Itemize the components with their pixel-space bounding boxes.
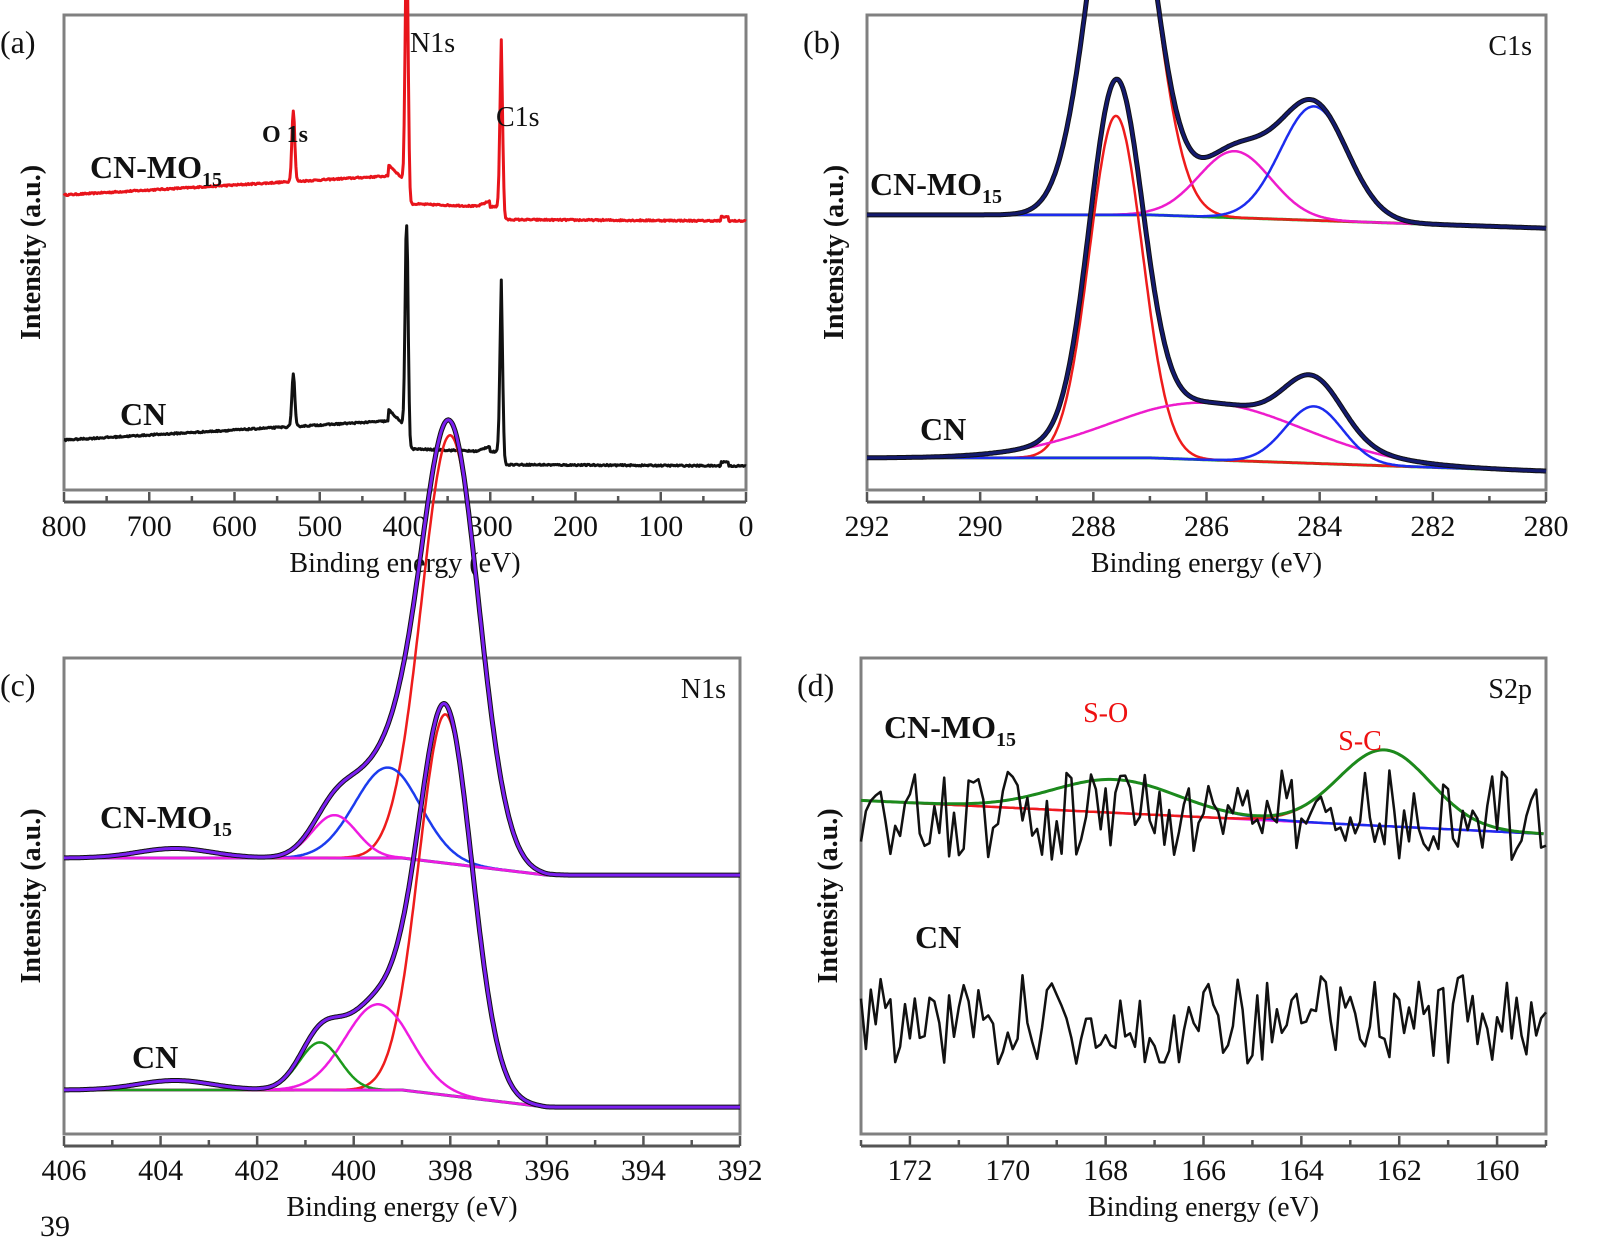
x-tick-label: 300	[468, 510, 513, 543]
x-tick-label: 290	[958, 510, 1003, 543]
panel-label: (a)	[0, 24, 36, 60]
x-tick-label: 170	[985, 1154, 1030, 1187]
x-axis-title: Binding energy (eV)	[1091, 548, 1322, 579]
x-tick-label: 700	[127, 510, 172, 543]
annotation-o1s: O 1s	[262, 122, 308, 148]
plot-frame	[859, 656, 1548, 1136]
sample-label-cn-mo15: CN-MO15	[90, 149, 222, 191]
x-tick-label: 280	[1524, 510, 1569, 543]
raw-data-line	[865, 76, 1548, 474]
x-tick-label: 286	[1184, 510, 1229, 543]
sample-label-cn-mo15-subscript: 15	[982, 186, 1002, 208]
x-tick-label: 800	[42, 510, 87, 543]
x-tick-label: 160	[1475, 1154, 1520, 1187]
x-tick-label: 284	[1297, 510, 1342, 543]
envelope-fit-line	[860, 748, 1544, 836]
envelope-fit-line	[63, 418, 741, 877]
sample-label-cn: CN	[120, 396, 166, 432]
stray-page-number: 39	[40, 1210, 70, 1243]
sample-label-cn: CN	[915, 919, 961, 955]
y-axis-title: Intensity (a.u.)	[813, 808, 844, 983]
x-tick-label: 292	[845, 510, 890, 543]
sample-label-cn-mo15: CN-MO15	[100, 799, 232, 841]
x-tick-label: 396	[524, 1154, 569, 1187]
x-tick-label: 288	[1071, 510, 1116, 543]
sample-label-cn: CN	[920, 411, 966, 447]
x-tick-label: 394	[621, 1154, 666, 1187]
sample-label-cn-mo15-subscript: 15	[202, 169, 222, 191]
sample-label-cn: CN	[132, 1039, 178, 1075]
envelope-fit-line	[63, 702, 741, 1109]
envelope-fit-line	[866, 77, 1547, 473]
envelope-fit-line	[866, 0, 1547, 230]
component-peak-c3	[63, 1079, 741, 1109]
sample-label-cn-mo15-main: CN-MO	[100, 799, 212, 835]
x-tick-label: 398	[428, 1154, 473, 1187]
x-tick-label: 168	[1083, 1154, 1128, 1187]
sample-label-cn-main: CN	[915, 919, 961, 955]
sample-label-cn-mo15-main: CN-MO	[884, 709, 996, 745]
component-peak-c3	[866, 405, 1547, 473]
x-tick-label: 166	[1181, 1154, 1226, 1187]
x-tick-label: 172	[887, 1154, 932, 1187]
component-peak-c3	[63, 847, 741, 877]
x-tick-label: 164	[1279, 1154, 1324, 1187]
region-label: C1s	[1488, 31, 1532, 62]
y-axis-title: Intensity (a.u.)	[16, 808, 47, 983]
plot-frame	[62, 656, 742, 1136]
panel-c: 406 404 402 400 398 396 394 392 Binding energy (…	[0, 417, 763, 1223]
x-tick-label: 282	[1410, 510, 1455, 543]
sample-label-cn-main: CN	[120, 396, 166, 432]
background-line	[63, 1088, 741, 1109]
x-tick-label: 0	[739, 510, 754, 543]
annotation-s-c: S-C	[1338, 726, 1382, 757]
sample-label-cn-mo15-subscript: 15	[212, 819, 232, 841]
y-axis-title: Intensity (a.u.)	[16, 165, 47, 340]
series-line-cn	[63, 224, 747, 469]
sample-label-cn-mo15: CN-MO15	[870, 166, 1002, 208]
region-label: N1s	[681, 674, 726, 705]
x-tick-label: 392	[718, 1154, 763, 1187]
annotation-c1s: C1s	[496, 102, 540, 133]
x-tick-label: 400	[331, 1154, 376, 1187]
x-tick-label: 200	[553, 510, 598, 543]
x-tick-label: 402	[235, 1154, 280, 1187]
sample-label-cn-mo15-main: CN-MO	[90, 149, 202, 185]
panel-label: (d)	[797, 667, 834, 703]
x-axis-title: Binding energy (eV)	[289, 548, 520, 579]
sample-label-cn-main: CN	[132, 1039, 178, 1075]
series-line-cn-mo15	[62, 0, 747, 224]
sample-label-cn-mo15-subscript: 15	[996, 729, 1016, 751]
x-tick-label: 400	[383, 510, 428, 543]
panel-label: (c)	[0, 667, 36, 703]
sample-label-cn-main: CN	[920, 411, 966, 447]
sample-label-cn-mo15-main: CN-MO	[870, 166, 982, 202]
region-label: S2p	[1488, 674, 1532, 705]
x-tick-label: 404	[138, 1154, 183, 1187]
plot-frame	[865, 13, 1548, 492]
sample-label-cn-mo15: CN-MO15	[884, 709, 1016, 751]
x-tick-label: 500	[297, 510, 342, 543]
background-line	[63, 856, 741, 877]
x-tick-label: 100	[638, 510, 683, 543]
y-axis-title: Intensity (a.u.)	[819, 165, 850, 340]
x-tick-label: 162	[1377, 1154, 1422, 1187]
x-axis-title: Binding energy (eV)	[1088, 1192, 1319, 1223]
panel-b: 292 290 288 286 284 282 280 Binding energy (eV)…	[803, 0, 1569, 579]
panel-d: 172 170 168 166 164 162 160 Binding energy (eV)…	[797, 656, 1548, 1223]
raw-data-line	[859, 973, 1547, 1066]
annotation-s-o: S-O	[1083, 698, 1128, 729]
x-tick-label: 600	[212, 510, 257, 543]
panel-label: (b)	[803, 24, 840, 60]
annotation-n1s: N1s	[410, 28, 455, 59]
panel-a: 800 700 600 500 400 300 200 100 0 Binding energy …	[0, 0, 754, 579]
x-axis-title: Binding energy (eV)	[286, 1192, 517, 1223]
x-tick-label: 406	[42, 1154, 87, 1187]
raw-data-line	[859, 769, 1547, 861]
